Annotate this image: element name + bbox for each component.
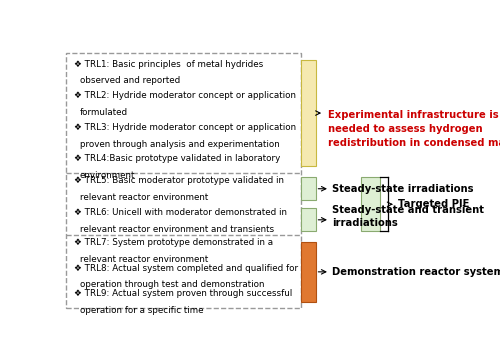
Bar — [301, 60, 316, 166]
Text: relevant reactor environment: relevant reactor environment — [80, 255, 208, 264]
Text: ❖ TRL3: Hydride moderator concept or application: ❖ TRL3: Hydride moderator concept or app… — [74, 123, 296, 132]
Text: Steady-state and transient
irradiations: Steady-state and transient irradiations — [332, 205, 484, 228]
Text: proven through analysis and experimentation: proven through analysis and experimentat… — [80, 140, 280, 149]
Text: ❖ TRL5: Basic moderator prototype validated in: ❖ TRL5: Basic moderator prototype valida… — [74, 176, 284, 185]
Text: formulated: formulated — [80, 107, 128, 117]
Text: relevant reactor environment: relevant reactor environment — [80, 193, 208, 202]
Text: operation through test and demonstration: operation through test and demonstration — [80, 280, 264, 290]
Text: ❖ TRL1: Basic principles  of metal hydrides: ❖ TRL1: Basic principles of metal hydrid… — [74, 60, 264, 69]
Text: Targeted PIE: Targeted PIE — [398, 199, 469, 209]
Text: ❖ TRL7: System prototype demonstrated in a: ❖ TRL7: System prototype demonstrated in… — [74, 238, 273, 247]
Bar — [301, 177, 316, 200]
Text: ❖ TRL8: Actual system completed and qualified for: ❖ TRL8: Actual system completed and qual… — [74, 264, 298, 273]
Text: Steady-state irradiations: Steady-state irradiations — [332, 184, 474, 194]
Text: environment: environment — [80, 171, 136, 180]
Bar — [361, 177, 380, 231]
Bar — [301, 208, 316, 231]
Text: ❖ TRL2: Hydride moderator concept or application: ❖ TRL2: Hydride moderator concept or app… — [74, 91, 296, 100]
Text: ❖ TRL9: Actual system proven through successful: ❖ TRL9: Actual system proven through suc… — [74, 290, 292, 298]
Text: relevant reactor environment and transients: relevant reactor environment and transie… — [80, 225, 274, 234]
Bar — [301, 242, 316, 302]
Text: operation for a specific time: operation for a specific time — [80, 306, 204, 315]
Bar — [66, 53, 301, 308]
Text: ❖ TRL4:Basic prototype validated in laboratory: ❖ TRL4:Basic prototype validated in labo… — [74, 154, 280, 163]
Text: observed and reported: observed and reported — [80, 77, 180, 85]
Text: ❖ TRL6: Unicell with moderator demonstrated in: ❖ TRL6: Unicell with moderator demonstra… — [74, 208, 287, 217]
Text: Demonstration reactor systems: Demonstration reactor systems — [332, 267, 500, 277]
Text: Experimental infrastructure is
needed to assess hydrogen
redistribution in conde: Experimental infrastructure is needed to… — [328, 110, 500, 148]
